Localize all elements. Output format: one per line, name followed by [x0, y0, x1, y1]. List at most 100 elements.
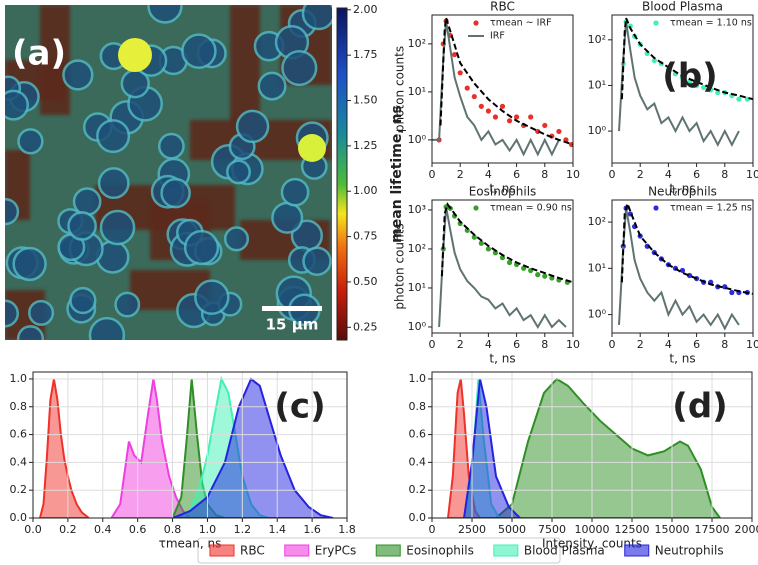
legend-label: Neutrophils [655, 544, 724, 558]
legend-label: τmean = 1.25 ns [670, 203, 752, 214]
image-feature [5, 198, 20, 226]
y-tick-label: 10² [588, 33, 606, 46]
x-tick-label: 0 [609, 168, 616, 181]
axes-frame [431, 14, 574, 164]
axes-frame [611, 199, 754, 334]
x-tick-label: 0.0 [24, 523, 42, 536]
x-tick-label: 8 [541, 338, 548, 351]
data-point [708, 87, 714, 93]
image-feature [5, 89, 30, 121]
data-point [568, 141, 573, 148]
x-tick-label: 2 [637, 338, 644, 351]
x-tick-label: 6 [693, 168, 700, 181]
image-feature [88, 316, 126, 340]
image-feature [194, 279, 230, 315]
data-point [478, 240, 484, 246]
x-tick-label: 2 [457, 168, 464, 181]
x-tick-label: 0.4 [94, 523, 112, 536]
data-point [464, 85, 470, 91]
colorbar-tick-label: 1.75 [353, 48, 378, 61]
y-tick-label: 0.8 [10, 400, 28, 413]
legend-label: τmean = 0.90 ns [490, 203, 572, 214]
data-point [471, 93, 477, 100]
image-feature [114, 291, 141, 318]
fit-line [620, 17, 753, 101]
irf-line [432, 20, 560, 157]
x-tick-label: 17500 [695, 523, 730, 536]
x-tick-label: 20000 [735, 523, 758, 536]
panel-title: Blood Plasma [642, 0, 723, 14]
x-tick-label: 0 [609, 338, 616, 351]
axes-frame [32, 371, 348, 519]
data-point [514, 114, 520, 120]
data-point [492, 114, 499, 120]
legend-label: τmean ~ IRF [490, 18, 552, 29]
x-axis-label: Intensity, counts [542, 537, 642, 551]
x-tick-label: 8 [541, 168, 548, 181]
data-point [542, 122, 548, 129]
x-tick-label: 0 [429, 168, 436, 181]
x-axis-label: t, ns [669, 182, 695, 196]
scale-label: 15 µm [266, 316, 319, 334]
density-area [172, 377, 334, 518]
x-tick-label: 4 [665, 338, 672, 351]
legend-swatch [284, 544, 310, 557]
x-tick-label: 1.2 [234, 523, 252, 536]
axes-frame [431, 199, 574, 334]
irf-line [618, 207, 740, 331]
image-feature [298, 134, 326, 162]
y-tick-label: 0.0 [409, 511, 427, 524]
x-tick-label: 2 [637, 168, 644, 181]
plot-area [39, 375, 334, 518]
x-tick-label: 7500 [538, 523, 566, 536]
colorbar-tick-label: 1.25 [353, 139, 378, 152]
image-feature [235, 109, 270, 144]
data-point [506, 259, 513, 266]
data-point [471, 234, 477, 240]
image-feature [183, 229, 220, 266]
x-tick-label: 8 [721, 338, 728, 351]
image-feature [157, 132, 185, 160]
panel-label: (c) [274, 387, 325, 427]
image-feature [118, 38, 152, 72]
y-tick-label: 10⁰ [588, 124, 607, 137]
image-feature [147, 5, 183, 24]
y-tick-label: 1.0 [10, 372, 28, 385]
colorbar-tick-label: 2.00 [353, 3, 378, 16]
y-tick-label: 10¹ [408, 281, 426, 294]
y-tick-label: 0.6 [409, 428, 427, 441]
panel-title: Neutrophils [648, 185, 717, 199]
legend-label: IRF [490, 31, 505, 42]
y-tick-label: 10⁰ [408, 133, 427, 146]
data-point [485, 246, 491, 252]
image-feature [17, 128, 44, 155]
image-feature [67, 211, 97, 241]
x-tick-label: 10 [746, 168, 758, 181]
x-axis-label: t, ns [489, 182, 515, 196]
fit-line [440, 202, 573, 284]
legend-swatch [375, 544, 401, 557]
image-feature [5, 299, 19, 328]
irf-line [438, 206, 567, 329]
colorbar [336, 7, 348, 341]
plot-area [618, 17, 753, 147]
panel-label: (a) [12, 34, 66, 74]
y-tick-label: 0.8 [409, 400, 427, 413]
y-tick-label: 10³ [408, 203, 426, 216]
x-tick-label: 4 [485, 168, 492, 181]
image-feature [281, 49, 318, 87]
plot-area [432, 17, 573, 157]
panel-title: RBC [490, 0, 515, 14]
x-tick-label: 1.6 [303, 523, 321, 536]
image-feature [181, 33, 217, 69]
data-point [464, 227, 470, 233]
x-tick-label: 12500 [615, 523, 650, 536]
y-tick-label: 10² [408, 37, 426, 50]
x-tick-label: 0.6 [129, 523, 147, 536]
x-tick-label: 0 [429, 338, 436, 351]
data-point [485, 108, 491, 114]
y-tick-label: 10⁰ [588, 308, 607, 321]
x-tick-label: 10 [566, 338, 580, 351]
data-point [694, 82, 700, 89]
